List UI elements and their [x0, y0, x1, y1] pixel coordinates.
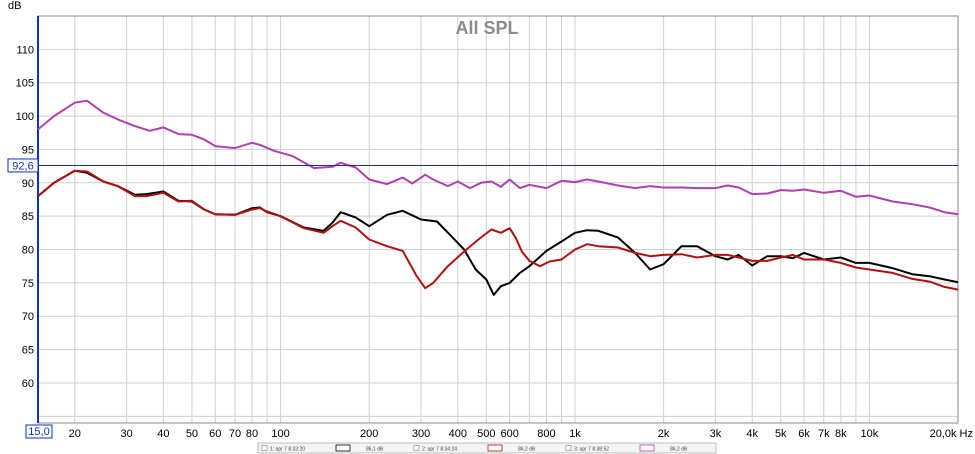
x-tick-label: 7k [818, 428, 830, 440]
x-tick-label: 10k [861, 428, 879, 440]
legend-box [257, 442, 717, 454]
series-line-3 [37, 169, 959, 291]
legend-checkbox-3[interactable] [565, 445, 572, 451]
x-tick-label: 40 [157, 428, 169, 440]
cursor-readout-value: 92,6 [12, 160, 33, 172]
x-tick-label: 6k [798, 428, 810, 440]
y-tick-label: 70 [22, 311, 34, 323]
legend-label-3: 3: apr 7 8:38:52 [574, 447, 609, 453]
y-tick-label: 65 [22, 345, 34, 357]
legend-checkbox-1[interactable] [261, 445, 268, 451]
legend-value-2: 86,2 dB [518, 447, 536, 453]
series-line-1 [37, 99, 959, 216]
x-tick-label: 20,0k Hz [930, 428, 973, 440]
y-tick-label: 100 [16, 111, 34, 123]
legend-checkbox-2[interactable] [413, 445, 420, 451]
grid [38, 15, 959, 423]
x-tick-label: 300 [412, 428, 430, 440]
y-tick-label: 60 [22, 378, 34, 390]
x-start-readout[interactable]: 15,0 [25, 424, 53, 439]
x-tick-label: 4k [746, 428, 758, 440]
legend-value-1: 86,1 dB [366, 447, 384, 453]
x-tick-label: 20 [69, 428, 81, 440]
legend-swatch-3[interactable] [639, 444, 655, 452]
cursor-readout-box [7, 158, 39, 173]
cursor-readout[interactable]: 92,6 [7, 158, 39, 173]
y-tick-label: 75 [22, 278, 34, 290]
y-axis-label: dB [8, 0, 21, 12]
y-tick-label: 95 [22, 144, 34, 156]
chart-title: All SPL [455, 18, 518, 38]
x-tick-label: 30 [120, 428, 132, 440]
legend-value-3: 86,2 dB [670, 447, 688, 453]
y-tick-labels: 60 65 70 75 80 85 90 95 100 105 110 [16, 44, 34, 390]
legend-label-1: 1: apr 7 8:33:20 [270, 447, 305, 453]
x-tick-label: 5k [775, 428, 787, 440]
y-tick-label: 90 [22, 178, 34, 190]
x-tick-label: 1k [569, 428, 581, 440]
x-tick-label: 60 [209, 428, 221, 440]
y-tick-label: 110 [16, 44, 34, 56]
legend-swatch-1[interactable] [335, 444, 351, 452]
x-tick-labels: 20 30 40 50 60 70 80 100 200 300 400 500 600 800 1k 2k 3… [69, 428, 973, 440]
plot-frame [37, 15, 959, 424]
x-tick-label: 3k [710, 428, 722, 440]
y-tick-label: 85 [22, 211, 34, 223]
x-tick-label: 500 [477, 428, 495, 440]
x-tick-label: 200 [360, 428, 378, 440]
series-lines [37, 99, 959, 296]
x-tick-label: 80 [246, 428, 258, 440]
legend-bar: 1: apr 7 8:33:20 86,1 dB 2: apr 7 8:34:24 8… [257, 442, 717, 454]
x-start-value: 15,0 [28, 426, 49, 438]
x-tick-label: 2k [658, 428, 670, 440]
y-tick-label: 105 [16, 78, 34, 90]
x-tick-label: 50 [186, 428, 198, 440]
legend-label-2: 2: apr 7 8:34:24 [422, 447, 457, 453]
x-tick-label: 100 [271, 428, 289, 440]
x-tick-label: 70 [229, 428, 241, 440]
x-tick-label: 600 [500, 428, 518, 440]
x-tick-label: 8k [835, 428, 847, 440]
legend-swatch-2[interactable] [487, 444, 503, 452]
x-tick-label: 800 [537, 428, 555, 440]
x-tick-label: 400 [449, 428, 467, 440]
x-start-box [25, 424, 53, 439]
y-tick-label: 80 [22, 245, 34, 257]
